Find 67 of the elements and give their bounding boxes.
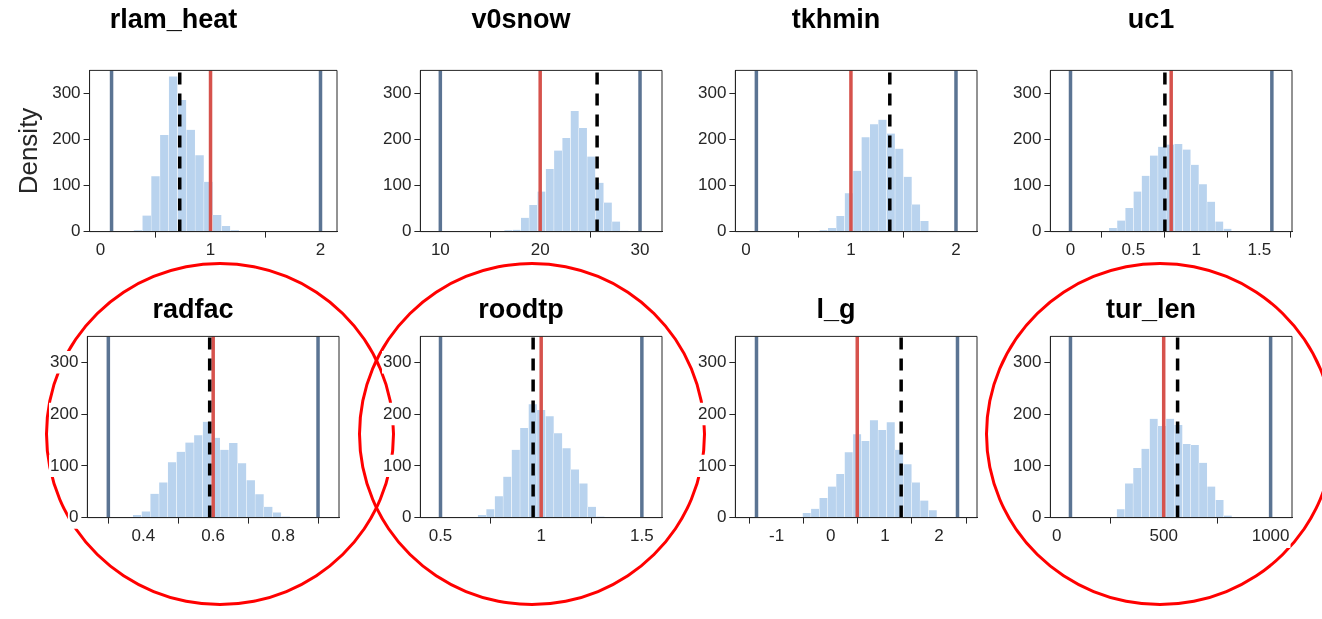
x-tick-label: 0 [1065,240,1076,260]
x-tick-label: 0.4 [131,526,156,546]
chart-title: radfac [152,293,234,324]
y-tick-label: 200 [382,129,412,149]
x-tick-label: 10 [430,240,450,260]
x-tick-label: 20 [530,240,550,260]
x-tick-label: 1000 [1251,526,1290,546]
y-tick-label: 200 [697,129,727,149]
y-tick-label: 100 [697,175,727,195]
x-tick-label: 1 [880,526,890,546]
y-axis-title: Density [12,107,43,195]
y-tick-label: 200 [52,129,81,149]
x-tick-label: 1.5 [630,526,654,546]
x-tick-label: 2 [951,240,961,260]
y-tick-label: 0 [716,221,727,241]
y-tick-label: 300 [49,351,79,371]
x-tick-label: 0 [741,240,751,260]
y-tick-label: 0 [1031,507,1042,527]
y-tick-label: 200 [1012,129,1042,149]
y-tick-label: 100 [52,175,81,195]
x-tick-label: 0.5 [428,526,453,546]
y-tick-label: 300 [382,351,412,371]
x-tick-label: 1 [1191,240,1202,260]
y-tick-label: 200 [49,403,79,423]
y-tick-label: 300 [1012,83,1042,103]
chart-title: tkhmin [791,3,881,34]
chart-title: l_g [816,293,856,324]
y-tick-label: 100 [49,455,79,475]
chart-title: uc1 [1127,3,1175,34]
x-tick-label: 1 [205,240,216,260]
y-tick-label: 0 [716,507,727,527]
x-tick-label: 0 [1052,526,1062,546]
y-tick-label: 300 [52,83,81,103]
y-tick-label: 100 [1012,175,1042,195]
x-tick-label: -1 [768,526,785,546]
y-tick-label: 0 [401,221,412,241]
x-tick-label: 0 [825,526,836,546]
x-tick-label: 30 [630,240,650,260]
y-tick-label: 100 [697,455,727,475]
y-tick-label: 200 [1012,403,1042,423]
x-tick-label: 0.6 [201,526,225,546]
chart-title: roodtp [478,293,564,324]
chart-title: rlam_heat [109,3,238,34]
x-tick-label: 1.5 [1247,240,1272,260]
y-tick-label: 0 [68,507,79,527]
x-tick-label: 1 [846,240,856,260]
x-tick-label: 2 [934,526,944,546]
y-tick-label: 0 [401,507,412,527]
x-tick-label: 0 [95,240,106,260]
x-tick-label: 2 [315,240,326,260]
y-tick-label: 200 [697,403,727,423]
x-tick-label: 0.5 [1121,240,1146,260]
y-tick-label: 200 [382,403,412,423]
x-tick-label: 1 [536,526,546,546]
chart-title: tur_len [1105,293,1197,324]
y-tick-label: 100 [382,455,412,475]
y-tick-label: 300 [1012,351,1042,371]
x-tick-label: 0.8 [271,526,295,546]
y-tick-label: 300 [697,351,727,371]
chart-title: v0snow [471,3,572,34]
y-tick-label: 100 [382,175,412,195]
y-tick-label: 100 [1012,455,1042,475]
y-tick-label: 0 [71,221,81,241]
y-tick-label: 300 [697,83,727,103]
x-tick-label: 500 [1149,526,1178,546]
y-tick-label: 300 [382,83,412,103]
y-tick-label: 0 [1031,221,1042,241]
